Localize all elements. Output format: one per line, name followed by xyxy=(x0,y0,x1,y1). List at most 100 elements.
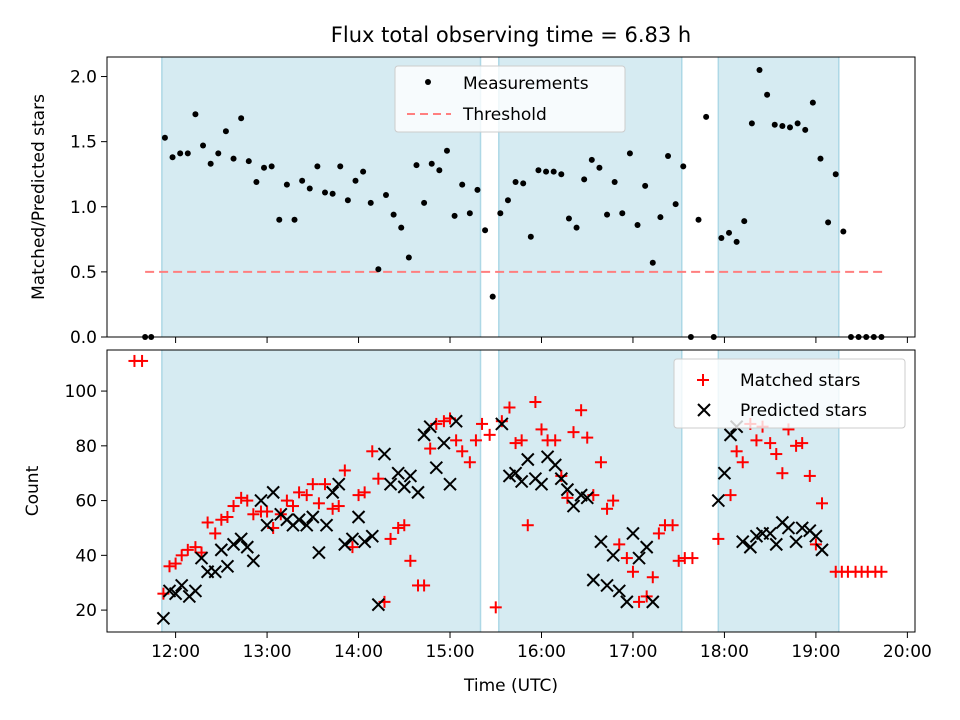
measurement-point xyxy=(535,167,542,174)
matched-star-point xyxy=(293,486,306,499)
matched-star-point xyxy=(280,494,293,507)
measurement-point xyxy=(276,216,283,223)
shaded-interval xyxy=(718,57,839,337)
matched-star-point xyxy=(489,601,502,614)
matched-star-point xyxy=(626,565,639,578)
matched-star-point xyxy=(261,505,274,518)
top-legend-box xyxy=(394,65,626,133)
predicted-star-point xyxy=(626,526,640,541)
matched-star-point xyxy=(515,434,528,447)
measurement-point xyxy=(512,179,519,186)
measurement-point xyxy=(543,168,550,175)
matched-star-point xyxy=(686,552,699,565)
matched-star-point xyxy=(437,415,450,428)
predicted-star-point xyxy=(266,485,280,500)
x-tick-label: 17:00 xyxy=(608,642,657,662)
predicted-star-point xyxy=(560,482,575,497)
predicted-star-point xyxy=(345,532,360,546)
predicted-star-point xyxy=(156,611,171,626)
predicted-star-point xyxy=(194,551,209,565)
matched-star-point xyxy=(607,494,620,507)
predicted-star-point xyxy=(795,521,809,535)
matched-star-point xyxy=(594,456,607,469)
matched-star-point xyxy=(633,595,646,608)
matched-star-point xyxy=(306,478,319,491)
measurement-point xyxy=(497,210,504,217)
measurement-point xyxy=(314,163,321,170)
measurement-point xyxy=(611,179,618,186)
predicted-star-point xyxy=(514,474,529,489)
x-tick-label: 16:00 xyxy=(517,642,566,662)
x-tick-label: 15:00 xyxy=(426,642,475,662)
predicted-star-point xyxy=(325,485,340,500)
matched-star-point xyxy=(163,560,176,573)
predicted-star-point xyxy=(620,595,634,609)
measurement-point xyxy=(802,126,809,133)
predicted-star-point xyxy=(371,597,386,612)
measurement-point xyxy=(520,180,527,187)
predicted-star-point xyxy=(781,521,796,535)
measurement-point xyxy=(238,115,245,122)
bottom-x-axis: 12:00 13:00 14:00 15:00 16:00 17:00 18:00 19:00… xyxy=(151,632,932,662)
x-tick-label: 19:00 xyxy=(791,642,840,662)
predicted-star-point xyxy=(411,485,425,500)
predicted-star-point xyxy=(769,537,783,552)
chart-title: Flux total observing time = 6.83 h xyxy=(331,23,691,47)
matched-star-point xyxy=(521,519,534,532)
predicted-star-point xyxy=(208,565,222,579)
measurement-point xyxy=(634,222,641,228)
predicted-star-point xyxy=(397,480,411,494)
matched-star-point xyxy=(620,552,633,565)
predicted-star-point xyxy=(429,461,444,475)
matched-star-point xyxy=(384,532,397,545)
matched-star-point xyxy=(712,532,725,545)
matched-star-point xyxy=(652,527,665,540)
measurement-point xyxy=(573,224,580,231)
predicted-star-point xyxy=(319,518,334,532)
matched-star-point xyxy=(764,437,777,450)
x-tick-label: 18:00 xyxy=(700,642,749,662)
top-panel: 0.00.51.01.52.0 Matched/Predicted stars … xyxy=(29,56,916,348)
measurement-point xyxy=(390,211,397,218)
legend-predicted-label: Predicted stars xyxy=(740,401,867,421)
predicted-star-point xyxy=(437,436,451,450)
matched-star-point xyxy=(575,404,588,417)
matched-star-point xyxy=(803,469,816,482)
predicted-star-point xyxy=(351,510,366,524)
matched-star-point xyxy=(875,565,888,578)
x-tick-label: 12:00 xyxy=(151,642,200,662)
matched-star-point xyxy=(770,448,783,461)
measurement-point xyxy=(657,214,664,221)
predicted-star-point xyxy=(815,543,829,557)
predicted-star-point xyxy=(234,532,248,546)
top-y-axis-label: Matched/Predicted stars xyxy=(29,94,49,300)
measurement-point xyxy=(588,156,595,163)
matched-star-point xyxy=(750,434,763,447)
measurement-point xyxy=(672,201,679,208)
y-tick-label: 1.0 xyxy=(70,198,97,218)
matched-star-point xyxy=(581,431,594,444)
measurement-point xyxy=(413,162,420,169)
measurement-point xyxy=(451,212,458,219)
predicted-star-point xyxy=(508,466,523,480)
predicted-star-point xyxy=(606,548,620,563)
measurement-point xyxy=(299,177,306,184)
predicted-star-point xyxy=(188,584,203,598)
measurement-point xyxy=(680,163,687,170)
legend-threshold-label: Threshold xyxy=(462,105,547,125)
measurement-point xyxy=(215,150,222,157)
matched-star-point xyxy=(463,456,476,469)
measurement-point xyxy=(398,224,405,231)
matched-star-point xyxy=(358,486,371,499)
matched-star-point xyxy=(646,571,659,584)
predicted-star-point xyxy=(809,529,823,543)
measurement-point xyxy=(367,199,374,206)
measurement-point xyxy=(474,186,481,193)
measurement-point xyxy=(695,216,702,223)
predicted-star-point xyxy=(260,518,274,532)
predicted-star-point xyxy=(174,578,189,593)
measurement-point xyxy=(809,99,816,106)
predicted-star-point xyxy=(600,578,614,593)
matched-star-point xyxy=(424,442,437,455)
matched-star-point xyxy=(326,502,339,515)
